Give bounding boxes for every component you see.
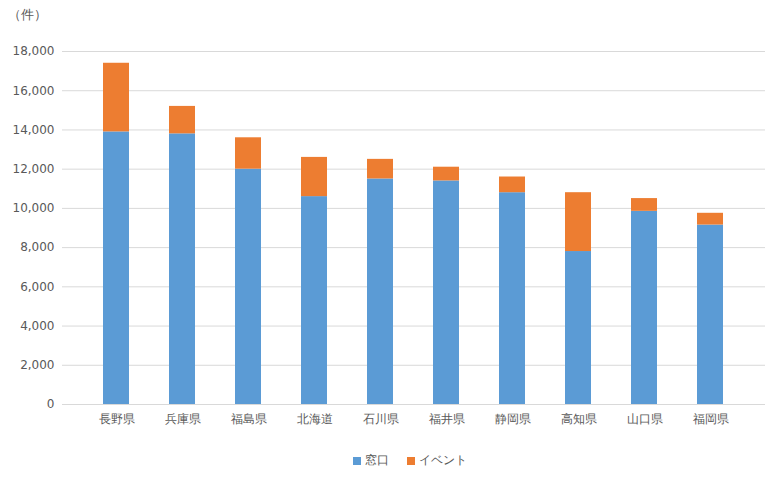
svg-text:6,000: 6,000 <box>20 280 54 294</box>
svg-text:北海道: 北海道 <box>297 412 333 426</box>
svg-text:福岡県: 福岡県 <box>693 412 729 426</box>
svg-text:山口県: 山口県 <box>627 412 663 426</box>
svg-text:2,000: 2,000 <box>20 358 54 372</box>
html-text:窓口: 窓口 <box>365 453 389 467</box>
html-text:（件）: （件） <box>8 7 47 22</box>
svg-text:18,000: 18,000 <box>13 44 55 58</box>
svg-text:福井県: 福井県 <box>429 412 465 426</box>
svg-text:長野県: 長野県 <box>99 412 135 426</box>
svg-text:0: 0 <box>47 397 55 411</box>
svg-text:12,000: 12,000 <box>13 162 55 176</box>
svg-text:4,000: 4,000 <box>20 319 54 333</box>
svg-text:10,000: 10,000 <box>13 201 55 215</box>
svg-text:静岡県: 静岡県 <box>495 412 531 426</box>
svg-text:高知県: 高知県 <box>561 412 597 426</box>
svg-text:石川県: 石川県 <box>363 412 399 426</box>
svg-text:福島県: 福島県 <box>231 412 267 426</box>
svg-text:兵庫県: 兵庫県 <box>165 412 201 426</box>
svg-text:16,000: 16,000 <box>13 84 55 98</box>
html-text:イベント: イベント <box>419 453 467 467</box>
svg-text:14,000: 14,000 <box>13 123 55 137</box>
svg-text:8,000: 8,000 <box>20 240 54 254</box>
